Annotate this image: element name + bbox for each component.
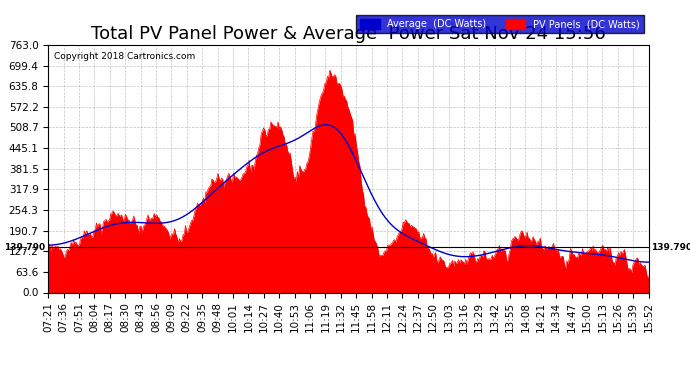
Text: 139.790: 139.790 [4, 243, 46, 252]
Text: Copyright 2018 Cartronics.com: Copyright 2018 Cartronics.com [55, 53, 195, 62]
Text: 139.790: 139.790 [651, 243, 690, 252]
Title: Total PV Panel Power & Average  Power Sat Nov 24 15:56: Total PV Panel Power & Average Power Sat… [91, 26, 606, 44]
Legend: Average  (DC Watts), PV Panels  (DC Watts): Average (DC Watts), PV Panels (DC Watts) [356, 15, 644, 33]
